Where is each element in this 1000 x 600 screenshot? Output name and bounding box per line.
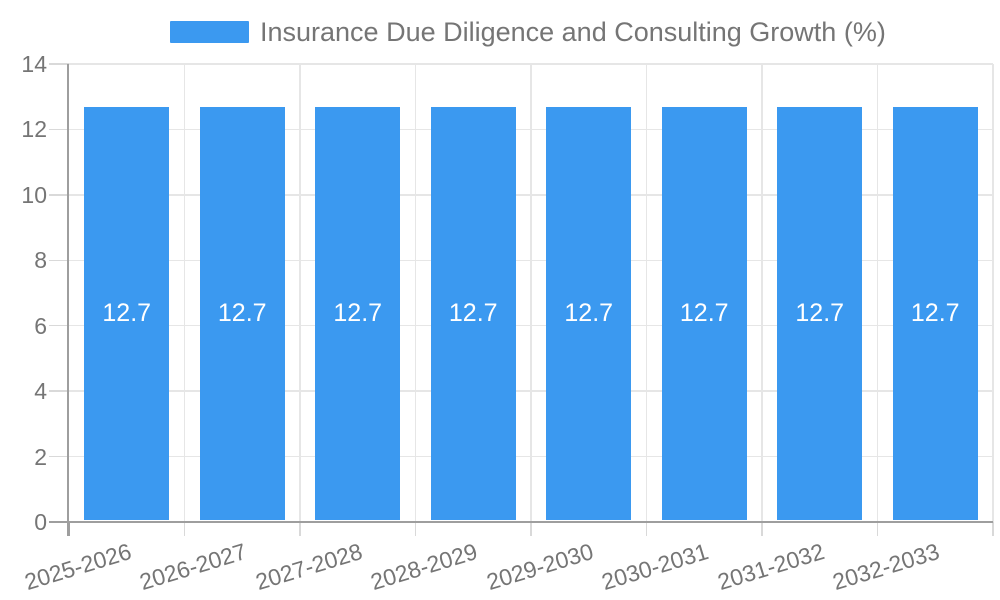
y-axis-label: 4 bbox=[34, 378, 47, 405]
x-axis-label: 2031-2032 bbox=[714, 538, 828, 596]
x-axis-label: 2027-2028 bbox=[252, 538, 366, 596]
y-axis-tick bbox=[49, 194, 69, 196]
y-axis-tick bbox=[49, 324, 69, 327]
y-axis-tick bbox=[49, 63, 69, 65]
y-axis-tick bbox=[49, 455, 69, 458]
x-axis-tick bbox=[530, 522, 532, 536]
y-axis-label: 10 bbox=[21, 181, 47, 208]
x-axis-tick bbox=[992, 522, 994, 536]
x-axis-line bbox=[49, 520, 993, 523]
x-axis-label: 2025-2026 bbox=[21, 538, 135, 596]
x-axis-tick bbox=[183, 522, 186, 536]
y-axis-label: 8 bbox=[34, 247, 47, 274]
bar bbox=[661, 106, 747, 521]
x-axis-tick bbox=[876, 522, 879, 536]
x-axis-tick bbox=[761, 522, 763, 536]
legend-item[interactable]: Insurance Due Diligence and Consulting G… bbox=[170, 18, 886, 46]
x-axis-tick bbox=[645, 522, 648, 536]
x-axis-label: 2032-2033 bbox=[829, 538, 943, 596]
v-gridline bbox=[992, 64, 994, 522]
bar-value-label: 12.7 bbox=[333, 299, 383, 328]
y-axis-label: 12 bbox=[21, 116, 47, 143]
x-axis-label: 2028-2029 bbox=[367, 538, 481, 596]
bar-value-label: 12.7 bbox=[795, 299, 845, 328]
bar-value-label: 12.7 bbox=[910, 299, 960, 328]
v-gridline bbox=[299, 64, 301, 522]
bar bbox=[546, 106, 632, 521]
x-axis-label: 2029-2030 bbox=[483, 538, 597, 596]
bar-value-label: 12.7 bbox=[564, 299, 614, 328]
x-axis-label: 2030-2031 bbox=[598, 538, 712, 596]
y-axis-label: 6 bbox=[34, 312, 47, 339]
y-axis-tick bbox=[49, 390, 69, 392]
x-axis-tick bbox=[299, 522, 301, 536]
v-gridline bbox=[645, 64, 648, 522]
v-gridline bbox=[183, 64, 186, 522]
bar bbox=[777, 106, 863, 521]
bar bbox=[430, 106, 516, 521]
bar bbox=[199, 106, 285, 521]
bar-value-label: 12.7 bbox=[102, 299, 152, 328]
legend-swatch bbox=[170, 21, 249, 43]
y-axis-label: 2 bbox=[34, 443, 47, 470]
v-gridline bbox=[761, 64, 763, 522]
bar-value-label: 12.7 bbox=[448, 299, 498, 328]
legend-label: Insurance Due Diligence and Consulting G… bbox=[260, 17, 886, 47]
y-axis-label: 0 bbox=[34, 509, 47, 535]
v-gridline bbox=[414, 64, 417, 522]
bar bbox=[315, 106, 401, 521]
x-axis-tick bbox=[414, 522, 417, 536]
bar bbox=[892, 106, 978, 521]
y-axis-line bbox=[67, 64, 69, 536]
y-axis-tick bbox=[49, 259, 69, 262]
bar-value-label: 12.7 bbox=[217, 299, 267, 328]
x-axis-tick bbox=[68, 522, 70, 536]
x-axis-label: 2026-2027 bbox=[136, 538, 250, 596]
y-axis-tick bbox=[49, 128, 69, 131]
y-axis-label: 14 bbox=[21, 51, 47, 77]
v-gridline bbox=[876, 64, 879, 522]
v-gridline bbox=[530, 64, 532, 522]
bar-value-label: 12.7 bbox=[679, 299, 729, 328]
bar bbox=[84, 106, 170, 521]
